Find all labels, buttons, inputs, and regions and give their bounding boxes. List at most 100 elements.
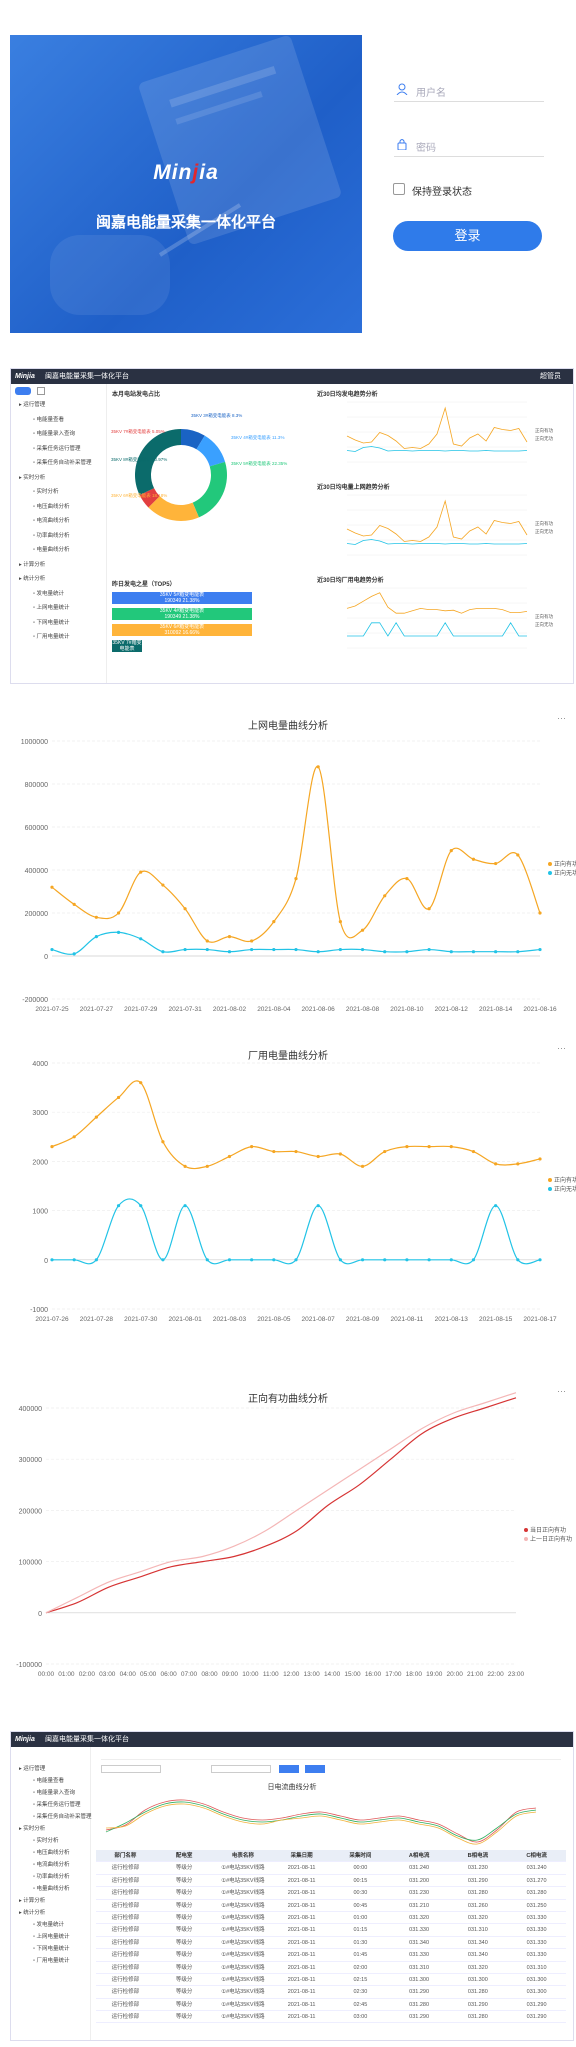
- user-name[interactable]: 超管员: [540, 373, 561, 380]
- table-row[interactable]: 运行检修部 等级分 ①#电站35KV线路 2021-08-11 03:00 031.290…: [96, 2011, 566, 2024]
- column-header[interactable]: A相电流: [408, 1853, 430, 1859]
- sidebar-item[interactable]: ▫ 电量曲线分析: [33, 1886, 70, 1892]
- table-cell: 031.340: [467, 1939, 488, 1946]
- data-point: [449, 849, 453, 853]
- table-header: 部门名称 配电室 电表名称 采集日期 采集时间 A相电流 B相电流 C相电流: [96, 1850, 566, 1863]
- sidebar-item[interactable]: ▫ 实时分析: [33, 1838, 59, 1844]
- table-row[interactable]: 运行检修部 等级分 ①#电站35KV线路 2021-08-11 01:15 031.330…: [96, 1924, 566, 1937]
- sidebar-item[interactable]: ▸ 统计分析: [19, 1910, 46, 1916]
- username-field[interactable]: 用户名: [394, 76, 544, 102]
- query-button[interactable]: [279, 1765, 299, 1773]
- data-point: [139, 870, 143, 874]
- table-row[interactable]: 运行检修部 等级分 ①#电站35KV线路 2021-08-11 02:30 031.290…: [96, 1986, 566, 1999]
- grid-icon[interactable]: [37, 387, 45, 395]
- table-cell: 等级分: [175, 1939, 193, 1946]
- table-cell: 031.300: [467, 1976, 488, 1983]
- sidebar-item[interactable]: ▸ 运行管理: [19, 1766, 46, 1772]
- sidebar-item[interactable]: ▫ 电能量查看: [33, 1778, 64, 1784]
- sidebar-item[interactable]: ▸ 计算分析: [19, 1898, 46, 1904]
- sidebar-item[interactable]: ▫ 厂用电量统计: [33, 634, 70, 640]
- password-field[interactable]: 密码: [394, 131, 544, 157]
- sidebar-item[interactable]: ▫ 电压曲线分析: [33, 503, 70, 510]
- table-row[interactable]: 运行检修部 等级分 ①#电站35KV线路 2021-08-11 01:45 031.330…: [96, 1949, 566, 1962]
- chart-section-1: 上网电量曲线分析 ··· -200000 0 200000 400000 600000 8…: [0, 705, 576, 1025]
- table-cell: 031.330: [526, 1914, 547, 1921]
- column-header[interactable]: 电表名称: [231, 1853, 254, 1859]
- sidebar-item[interactable]: ▫ 电量曲线分析: [33, 547, 70, 553]
- table-row[interactable]: 运行检修部 等级分 ①#电站35KV线路 2021-08-11 01:30 031.340…: [96, 1937, 566, 1950]
- more-icon[interactable]: ···: [557, 1043, 566, 1053]
- x-tick-label: 2021-08-07: [302, 1316, 336, 1323]
- sidebar-item[interactable]: ▫ 功率曲线分析: [33, 532, 70, 539]
- remember-checkbox[interactable]: [393, 183, 405, 195]
- sidebar-item[interactable]: ▫ 上网电量统计: [33, 605, 70, 611]
- table-row[interactable]: 运行检修部 等级分 ①#电站35KV线路 2021-08-11 00:45 031.210…: [96, 1900, 566, 1912]
- sidebar-item[interactable]: ▫ 电流曲线分析: [33, 518, 70, 524]
- sidebar-item[interactable]: ▫ 采集任务运行管理: [33, 1802, 81, 1808]
- x-tick-label: 2021-08-10: [390, 1006, 424, 1013]
- more-icon[interactable]: ···: [557, 713, 566, 723]
- legend-marker: [524, 1528, 528, 1532]
- sidebar-item[interactable]: ▫ 下网电量统计: [33, 1946, 70, 1952]
- sidebar-item[interactable]: ▫ 实时分析: [33, 489, 59, 495]
- table-cell: 2021-08-11: [287, 1927, 316, 1934]
- sidebar-item[interactable]: ▫ 发电量统计: [33, 1922, 64, 1928]
- login-button[interactable]: 登录: [393, 221, 542, 251]
- top-bar: Minjia 闽嘉电能量采集一体化平台 超管员: [11, 369, 573, 384]
- data-point: [360, 1164, 365, 1168]
- table-row[interactable]: 运行检修部 等级分 ①#电站35KV线路 2021-08-11 02:15 031.300…: [96, 1974, 566, 1987]
- table-cell: 031.330: [526, 1952, 547, 1959]
- table-cell: 2021-08-11: [287, 1865, 316, 1872]
- legend-label: 当日正向有功: [530, 1526, 566, 1534]
- table-row[interactable]: 运行检修部 等级分 ①#电站35KV线路 2021-08-11 00:00 031.240…: [96, 1862, 566, 1875]
- table-row[interactable]: 运行检修部 等级分 ①#电站35KV线路 2021-08-11 00:15 031.200…: [96, 1875, 566, 1888]
- sidebar-item[interactable]: ▸ 运行管理: [19, 402, 46, 408]
- sidebar-item[interactable]: ▫ 电压曲线分析: [33, 1850, 70, 1856]
- x-tick-label: 2021-07-25: [35, 1006, 69, 1013]
- column-header[interactable]: 配电室: [175, 1853, 193, 1859]
- table-cell: 2021-08-11: [287, 1989, 316, 1996]
- table-cell: 2021-08-11: [287, 1877, 316, 1884]
- tab-strip[interactable]: [101, 1752, 561, 1760]
- donut-label: 35KV 6#箱变电能表 18.18%: [111, 492, 167, 499]
- sidebar-item[interactable]: ▸ 实时分析: [19, 1826, 46, 1832]
- sidebar-item[interactable]: ▸ 计算分析: [19, 561, 46, 568]
- column-header[interactable]: 采集日期: [290, 1853, 313, 1859]
- sidebar-item[interactable]: ▸ 统计分析: [19, 576, 46, 582]
- table-row[interactable]: 运行检修部 等级分 ①#电站35KV线路 2021-08-11 02:45 031.280…: [96, 1999, 566, 2012]
- sidebar-item[interactable]: ▫ 采集任务运行管理: [33, 445, 81, 452]
- top5-value: 190349 21.38%: [164, 598, 200, 604]
- column-header[interactable]: 采集时间: [349, 1853, 372, 1859]
- table-row[interactable]: 运行检修部 等级分 ①#电站35KV线路 2021-08-11 02:00 031.310…: [96, 1962, 566, 1974]
- table-cell: 等级分: [175, 1890, 193, 1897]
- legend-label: 正向有功: [535, 520, 553, 527]
- x-tick-label: 14:00: [324, 1671, 341, 1678]
- menu-toggle-button[interactable]: [15, 387, 31, 395]
- table-cell: 运行检修部: [111, 2014, 140, 2021]
- sidebar-item[interactable]: ▫ 下网电量统计: [33, 619, 70, 626]
- sidebar-item[interactable]: ▫ 电能量查看: [33, 416, 64, 423]
- export-button[interactable]: [305, 1765, 325, 1773]
- sidebar-item[interactable]: ▫ 采集任务自动补采管理: [33, 460, 92, 466]
- sidebar-item[interactable]: ▫ 厂用电量统计: [33, 1958, 70, 1964]
- sidebar-item[interactable]: ▫ 采集任务自动补采管理: [33, 1814, 92, 1820]
- meter-select[interactable]: [211, 1765, 271, 1773]
- data-point: [427, 907, 431, 911]
- table-cell: 2021-08-11: [287, 1952, 316, 1959]
- table-cell: ①#电站35KV线路: [221, 1927, 265, 1934]
- column-header[interactable]: 部门名称: [114, 1853, 137, 1859]
- table-row[interactable]: 运行检修部 等级分 ①#电站35KV线路 2021-08-11 01:00 031.320…: [96, 1912, 566, 1925]
- data-point: [383, 950, 387, 954]
- sidebar-item[interactable]: ▫ 电流曲线分析: [33, 1862, 70, 1868]
- table-row[interactable]: 运行检修部 等级分 ①#电站35KV线路 2021-08-11 00:30 031.230…: [96, 1887, 566, 1900]
- date-input[interactable]: [101, 1765, 161, 1773]
- sidebar-item[interactable]: ▸ 实时分析: [19, 474, 46, 481]
- column-header[interactable]: C相电流: [526, 1853, 547, 1859]
- column-header[interactable]: B相电流: [467, 1853, 489, 1859]
- sidebar-item[interactable]: ▫ 电能量录入查询: [33, 1790, 75, 1796]
- sidebar-item[interactable]: ▫ 功率曲线分析: [33, 1874, 70, 1880]
- more-icon[interactable]: ···: [557, 1386, 566, 1396]
- sidebar-item[interactable]: ▫ 上网电量统计: [33, 1934, 70, 1940]
- sidebar-item[interactable]: ▫ 电能量录入查询: [33, 431, 75, 437]
- sidebar-item[interactable]: ▫ 发电量统计: [33, 590, 64, 597]
